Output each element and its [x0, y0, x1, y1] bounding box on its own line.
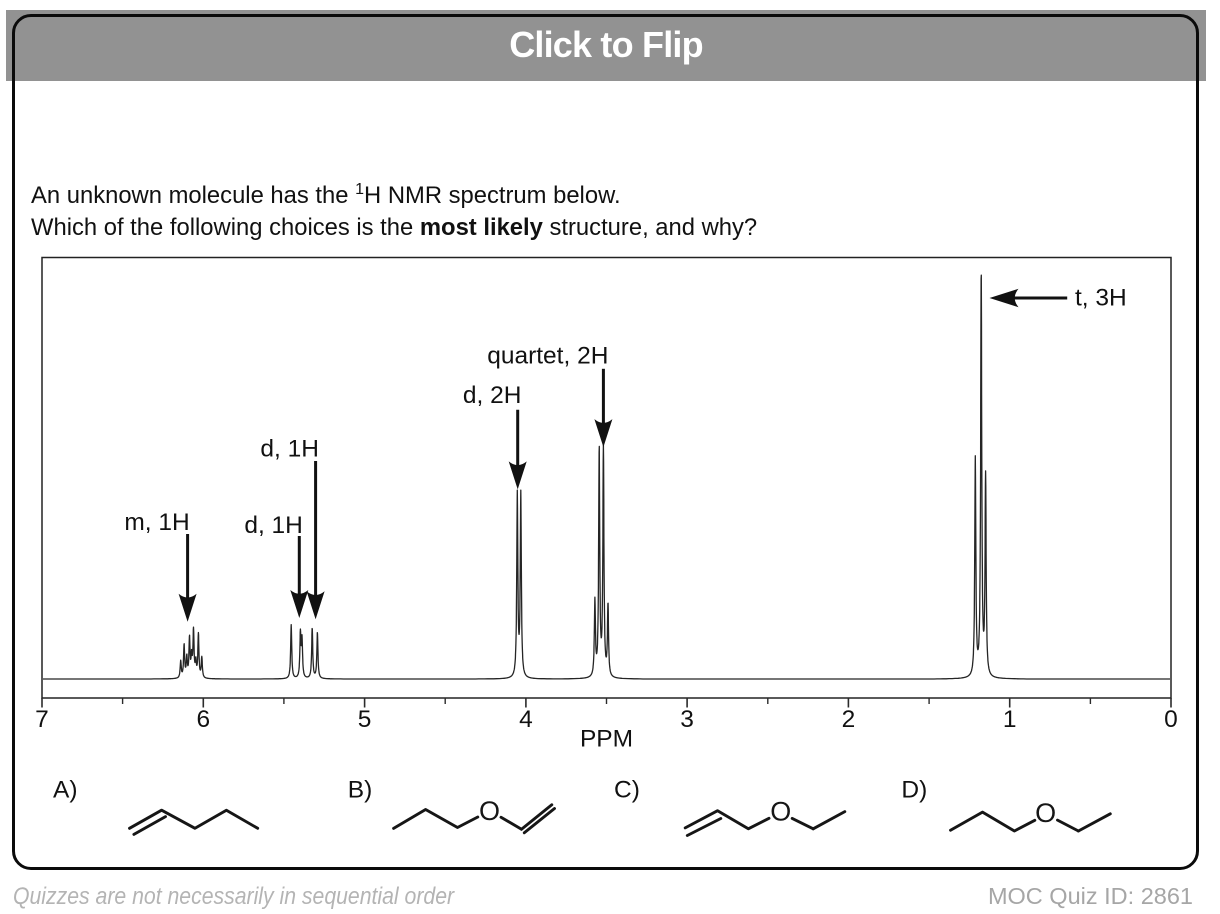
svg-text:5: 5 [358, 706, 372, 733]
svg-text:1: 1 [1003, 706, 1017, 733]
svg-text:2: 2 [842, 706, 856, 733]
svg-text:PPM: PPM [580, 726, 633, 753]
svg-text:t, 3H: t, 3H [1075, 285, 1127, 312]
svg-text:d, 1H: d, 1H [260, 436, 319, 463]
svg-text:D): D) [901, 777, 927, 804]
svg-text:A): A) [53, 777, 78, 804]
svg-text:O: O [1035, 798, 1056, 828]
svg-text:3: 3 [680, 706, 694, 733]
svg-text:0: 0 [1164, 706, 1178, 733]
svg-text:m, 1H: m, 1H [124, 509, 189, 536]
svg-text:6: 6 [196, 706, 210, 733]
svg-text:O: O [479, 796, 500, 826]
svg-text:C): C) [614, 777, 640, 804]
svg-text:B): B) [348, 777, 373, 804]
svg-text:O: O [770, 797, 791, 827]
svg-text:4: 4 [519, 706, 533, 733]
svg-text:d, 2H: d, 2H [463, 382, 522, 409]
svg-text:7: 7 [35, 706, 49, 733]
svg-text:quartet, 2H: quartet, 2H [487, 343, 608, 370]
svg-text:d, 1H: d, 1H [244, 512, 303, 539]
